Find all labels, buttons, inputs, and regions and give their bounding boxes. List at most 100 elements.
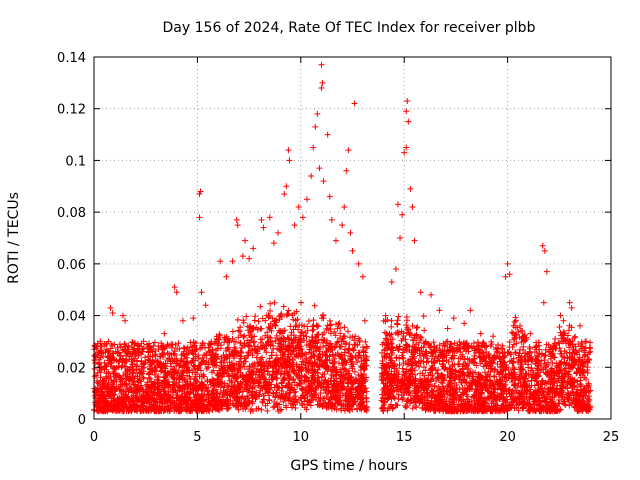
data-point xyxy=(512,349,519,356)
data-point xyxy=(382,346,389,353)
data-point xyxy=(277,346,284,353)
data-point xyxy=(357,367,364,374)
data-point xyxy=(282,402,289,409)
data-point xyxy=(113,378,120,385)
data-point xyxy=(113,364,120,371)
data-point xyxy=(92,353,99,360)
data-point xyxy=(500,354,507,361)
data-point xyxy=(274,404,281,411)
data-point xyxy=(559,382,566,389)
data-point xyxy=(395,313,402,320)
data-point xyxy=(175,408,182,415)
data-point xyxy=(358,373,365,380)
data-point xyxy=(587,387,594,394)
data-point xyxy=(549,350,556,357)
data-point xyxy=(477,360,484,367)
data-point xyxy=(510,365,517,372)
data-point xyxy=(226,339,233,346)
data-point xyxy=(290,368,297,375)
data-point xyxy=(362,385,369,392)
data-point xyxy=(418,390,425,397)
data-point xyxy=(535,395,542,402)
data-point xyxy=(152,408,159,415)
data-point xyxy=(528,404,535,411)
data-point xyxy=(280,353,287,360)
data-point xyxy=(426,340,433,347)
data-point xyxy=(436,346,443,353)
data-point xyxy=(333,397,340,404)
data-point xyxy=(286,373,293,380)
data-point xyxy=(395,391,402,398)
data-point xyxy=(441,394,448,401)
data-point xyxy=(194,385,201,392)
data-point xyxy=(205,361,212,368)
data-point xyxy=(265,382,272,389)
data-point xyxy=(168,363,175,370)
data-point xyxy=(246,339,253,346)
data-point xyxy=(149,359,156,366)
data-point xyxy=(522,350,529,357)
data-point xyxy=(340,365,347,372)
data-point xyxy=(134,408,141,415)
data-point xyxy=(288,337,295,344)
data-point xyxy=(578,383,585,390)
data-point xyxy=(228,377,235,384)
data-point xyxy=(264,329,271,336)
data-point xyxy=(387,379,394,386)
data-point xyxy=(307,354,314,361)
data-point xyxy=(352,333,359,340)
data-point xyxy=(145,357,152,364)
data-point xyxy=(429,372,436,379)
data-point xyxy=(103,374,110,381)
data-point xyxy=(484,404,491,411)
data-point xyxy=(234,403,241,410)
data-point xyxy=(187,339,194,346)
data-point xyxy=(218,371,225,378)
data-point xyxy=(268,327,275,334)
data-point xyxy=(440,377,447,384)
data-point xyxy=(349,334,356,341)
data-point xyxy=(166,342,173,349)
data-point xyxy=(169,395,176,402)
data-point xyxy=(237,353,244,360)
data-point xyxy=(311,366,318,373)
data-point xyxy=(165,391,172,398)
data-point xyxy=(206,341,213,348)
data-point xyxy=(491,373,498,380)
data-point xyxy=(266,324,273,331)
data-point xyxy=(535,339,542,346)
data-point xyxy=(362,349,369,356)
data-point xyxy=(259,398,266,405)
data-point xyxy=(235,327,242,334)
data-point xyxy=(277,329,284,336)
data-point xyxy=(249,345,256,352)
data-point xyxy=(388,317,395,324)
data-point xyxy=(582,352,589,359)
data-point xyxy=(168,372,175,379)
data-point xyxy=(102,349,109,356)
data-point xyxy=(265,324,272,331)
data-point xyxy=(266,334,273,341)
data-point xyxy=(117,381,124,388)
data-point xyxy=(166,355,173,362)
data-point xyxy=(264,338,271,345)
data-point xyxy=(166,381,173,388)
data-point xyxy=(276,327,283,334)
data-point xyxy=(191,394,198,401)
data-point xyxy=(488,408,495,415)
data-point xyxy=(345,383,352,390)
data-point xyxy=(104,388,111,395)
data-point xyxy=(187,407,194,414)
data-point xyxy=(98,365,105,372)
data-point xyxy=(573,349,580,356)
data-point xyxy=(433,344,440,351)
data-point xyxy=(360,403,367,410)
data-point xyxy=(299,365,306,372)
data-point xyxy=(194,378,201,385)
data-point xyxy=(413,324,420,331)
data-point xyxy=(267,300,274,307)
data-point xyxy=(534,371,541,378)
data-point xyxy=(277,312,284,319)
data-point xyxy=(217,345,224,352)
data-point xyxy=(249,407,256,414)
